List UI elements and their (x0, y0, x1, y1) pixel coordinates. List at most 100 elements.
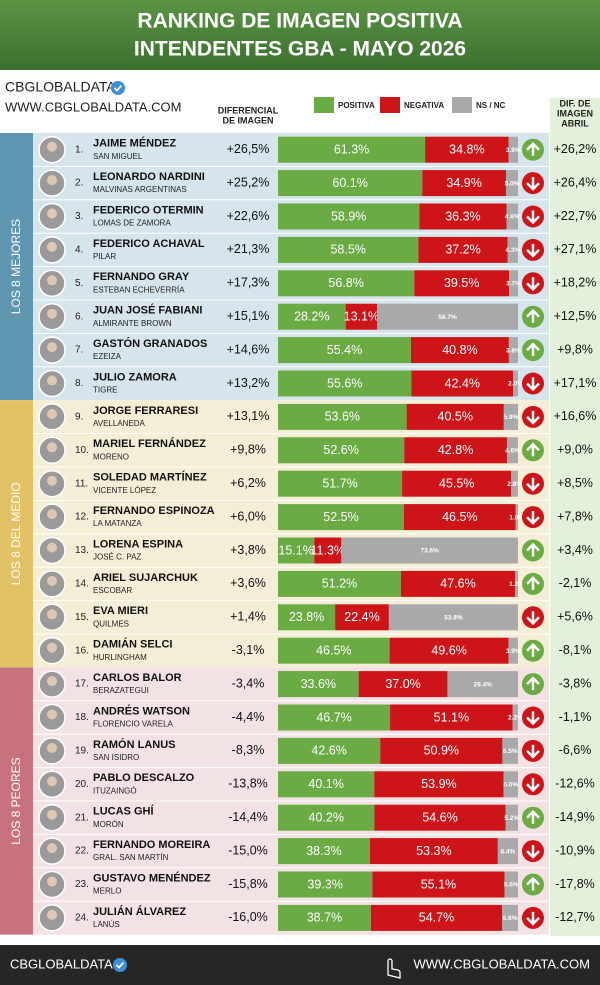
bar-label: 53.8% (444, 615, 463, 622)
bar-segment (341, 537, 518, 564)
photo-head (47, 609, 57, 620)
column-header: DE IMAGEN (222, 115, 273, 125)
bar-segment (369, 838, 498, 865)
name: FERNANDO ESPINOZA (93, 505, 215, 517)
bar-segment (278, 604, 336, 631)
diff: +3,6% (230, 576, 266, 590)
trend-arrow (526, 611, 540, 626)
place: MERLO (93, 887, 121, 896)
prev-diff: +7,8% (557, 509, 593, 523)
name: CARLOS BALOR (93, 672, 182, 684)
photo-head (47, 642, 57, 653)
bar-segment (278, 737, 381, 764)
prev-diff: +5,6% (557, 610, 593, 624)
bar-label: 58.5% (330, 243, 365, 257)
bar-label: 45.5% (439, 476, 474, 490)
bar-segment (507, 236, 518, 263)
column-header: DIFERENCIAL (218, 105, 279, 115)
legend-swatch (380, 97, 400, 113)
photo-head (47, 776, 57, 787)
bar-label: 55.1% (421, 877, 456, 891)
bar-segment (418, 236, 508, 263)
name: DAMIÁN SELCI (93, 638, 172, 651)
bar-segment (509, 270, 518, 297)
place: ESTEBAN ECHEVERRÍA (93, 285, 185, 294)
trend-arrow (526, 177, 540, 191)
prev-diff: -10,9% (555, 843, 595, 857)
place: MORENO (93, 452, 129, 461)
diff: +17,3% (227, 276, 270, 290)
verified-check (115, 961, 125, 969)
bar-segment (515, 570, 518, 597)
bar-segment (278, 838, 370, 865)
name: FERNANDO GRAY (93, 271, 190, 283)
bar-label: 5.0% (505, 180, 520, 187)
name: RAMÓN LANUS (93, 738, 176, 751)
bar-label: 52.5% (323, 510, 358, 524)
prev-diff: +26,2% (554, 142, 597, 156)
bar-label: 15.1% (278, 543, 313, 557)
bar-segment (497, 838, 518, 865)
bar-label: 46.7% (316, 710, 351, 724)
photo-head (47, 342, 57, 353)
bar-label: 23.8% (289, 610, 324, 624)
rank: 23. (75, 879, 89, 890)
bar-segment (374, 804, 506, 831)
name: GASTÓN GRANADOS (93, 337, 207, 350)
bar-label: 51.2% (322, 577, 357, 591)
name: MARIEL FERNÁNDEZ (93, 437, 206, 450)
bar-segment (278, 303, 346, 330)
bar-label: 51.1% (434, 710, 469, 724)
photo-head (47, 408, 57, 419)
bar-label: 5.9% (504, 414, 519, 421)
bar-label: 51.7% (322, 476, 357, 490)
place: VICENTE LÓPEZ (93, 486, 156, 495)
prev-diff: -12,6% (555, 777, 595, 791)
name: LUCAS GHÍ (93, 805, 154, 818)
name: LORENA ESPINA (93, 538, 183, 550)
diff: +3,8% (230, 543, 266, 557)
place: LA MATANZA (93, 519, 142, 528)
bar-label: 47.6% (440, 577, 475, 591)
bar-label: 46.5% (316, 643, 351, 657)
bar-segment (278, 570, 401, 597)
legend-label: NEGATIVA (404, 101, 444, 110)
name: JULIÁN ÁLVAREZ (93, 905, 186, 918)
bar-segment (515, 504, 518, 531)
bar-label: 38.7% (307, 911, 342, 925)
bar-segment (503, 771, 518, 798)
bar-segment (278, 403, 407, 430)
bar-segment (278, 470, 403, 497)
legend-label: POSITIVA (338, 101, 375, 110)
bar-label: 55.6% (327, 376, 362, 390)
bar-label: 6.0% (503, 782, 518, 789)
photo-head (47, 909, 57, 920)
bar-segment (506, 170, 518, 197)
footer-brand: CBGLOBALDATA (10, 956, 113, 971)
rank: 9. (75, 412, 83, 423)
bar-label: 53.6% (325, 410, 360, 424)
bar-label: 2.0% (508, 381, 523, 388)
bar-segment (404, 504, 516, 531)
trend-arrow (526, 210, 540, 225)
place: ITUZAINGÓ (93, 786, 137, 795)
rank: 18. (75, 712, 89, 723)
trend-arrow (526, 477, 540, 492)
bar-label: 4.6% (505, 448, 520, 455)
trend-arrow (526, 277, 540, 292)
trend-arrow (526, 576, 540, 590)
place: SAN ISIDRO (93, 753, 139, 762)
photo-head (47, 208, 57, 219)
bar-segment (508, 637, 518, 664)
prev-diff: +8,5% (557, 476, 593, 490)
bar-label: 50.9% (424, 744, 459, 758)
bar-segment (447, 671, 518, 698)
diff: +15,1% (227, 309, 270, 323)
name: SOLEDAD MARTÍNEZ (93, 471, 207, 484)
rank: 20. (75, 779, 89, 790)
bar-label: 61.3% (334, 142, 369, 156)
bar-label: 58.9% (331, 209, 366, 223)
trend-arrow (526, 711, 540, 726)
rank: 17. (75, 679, 89, 690)
